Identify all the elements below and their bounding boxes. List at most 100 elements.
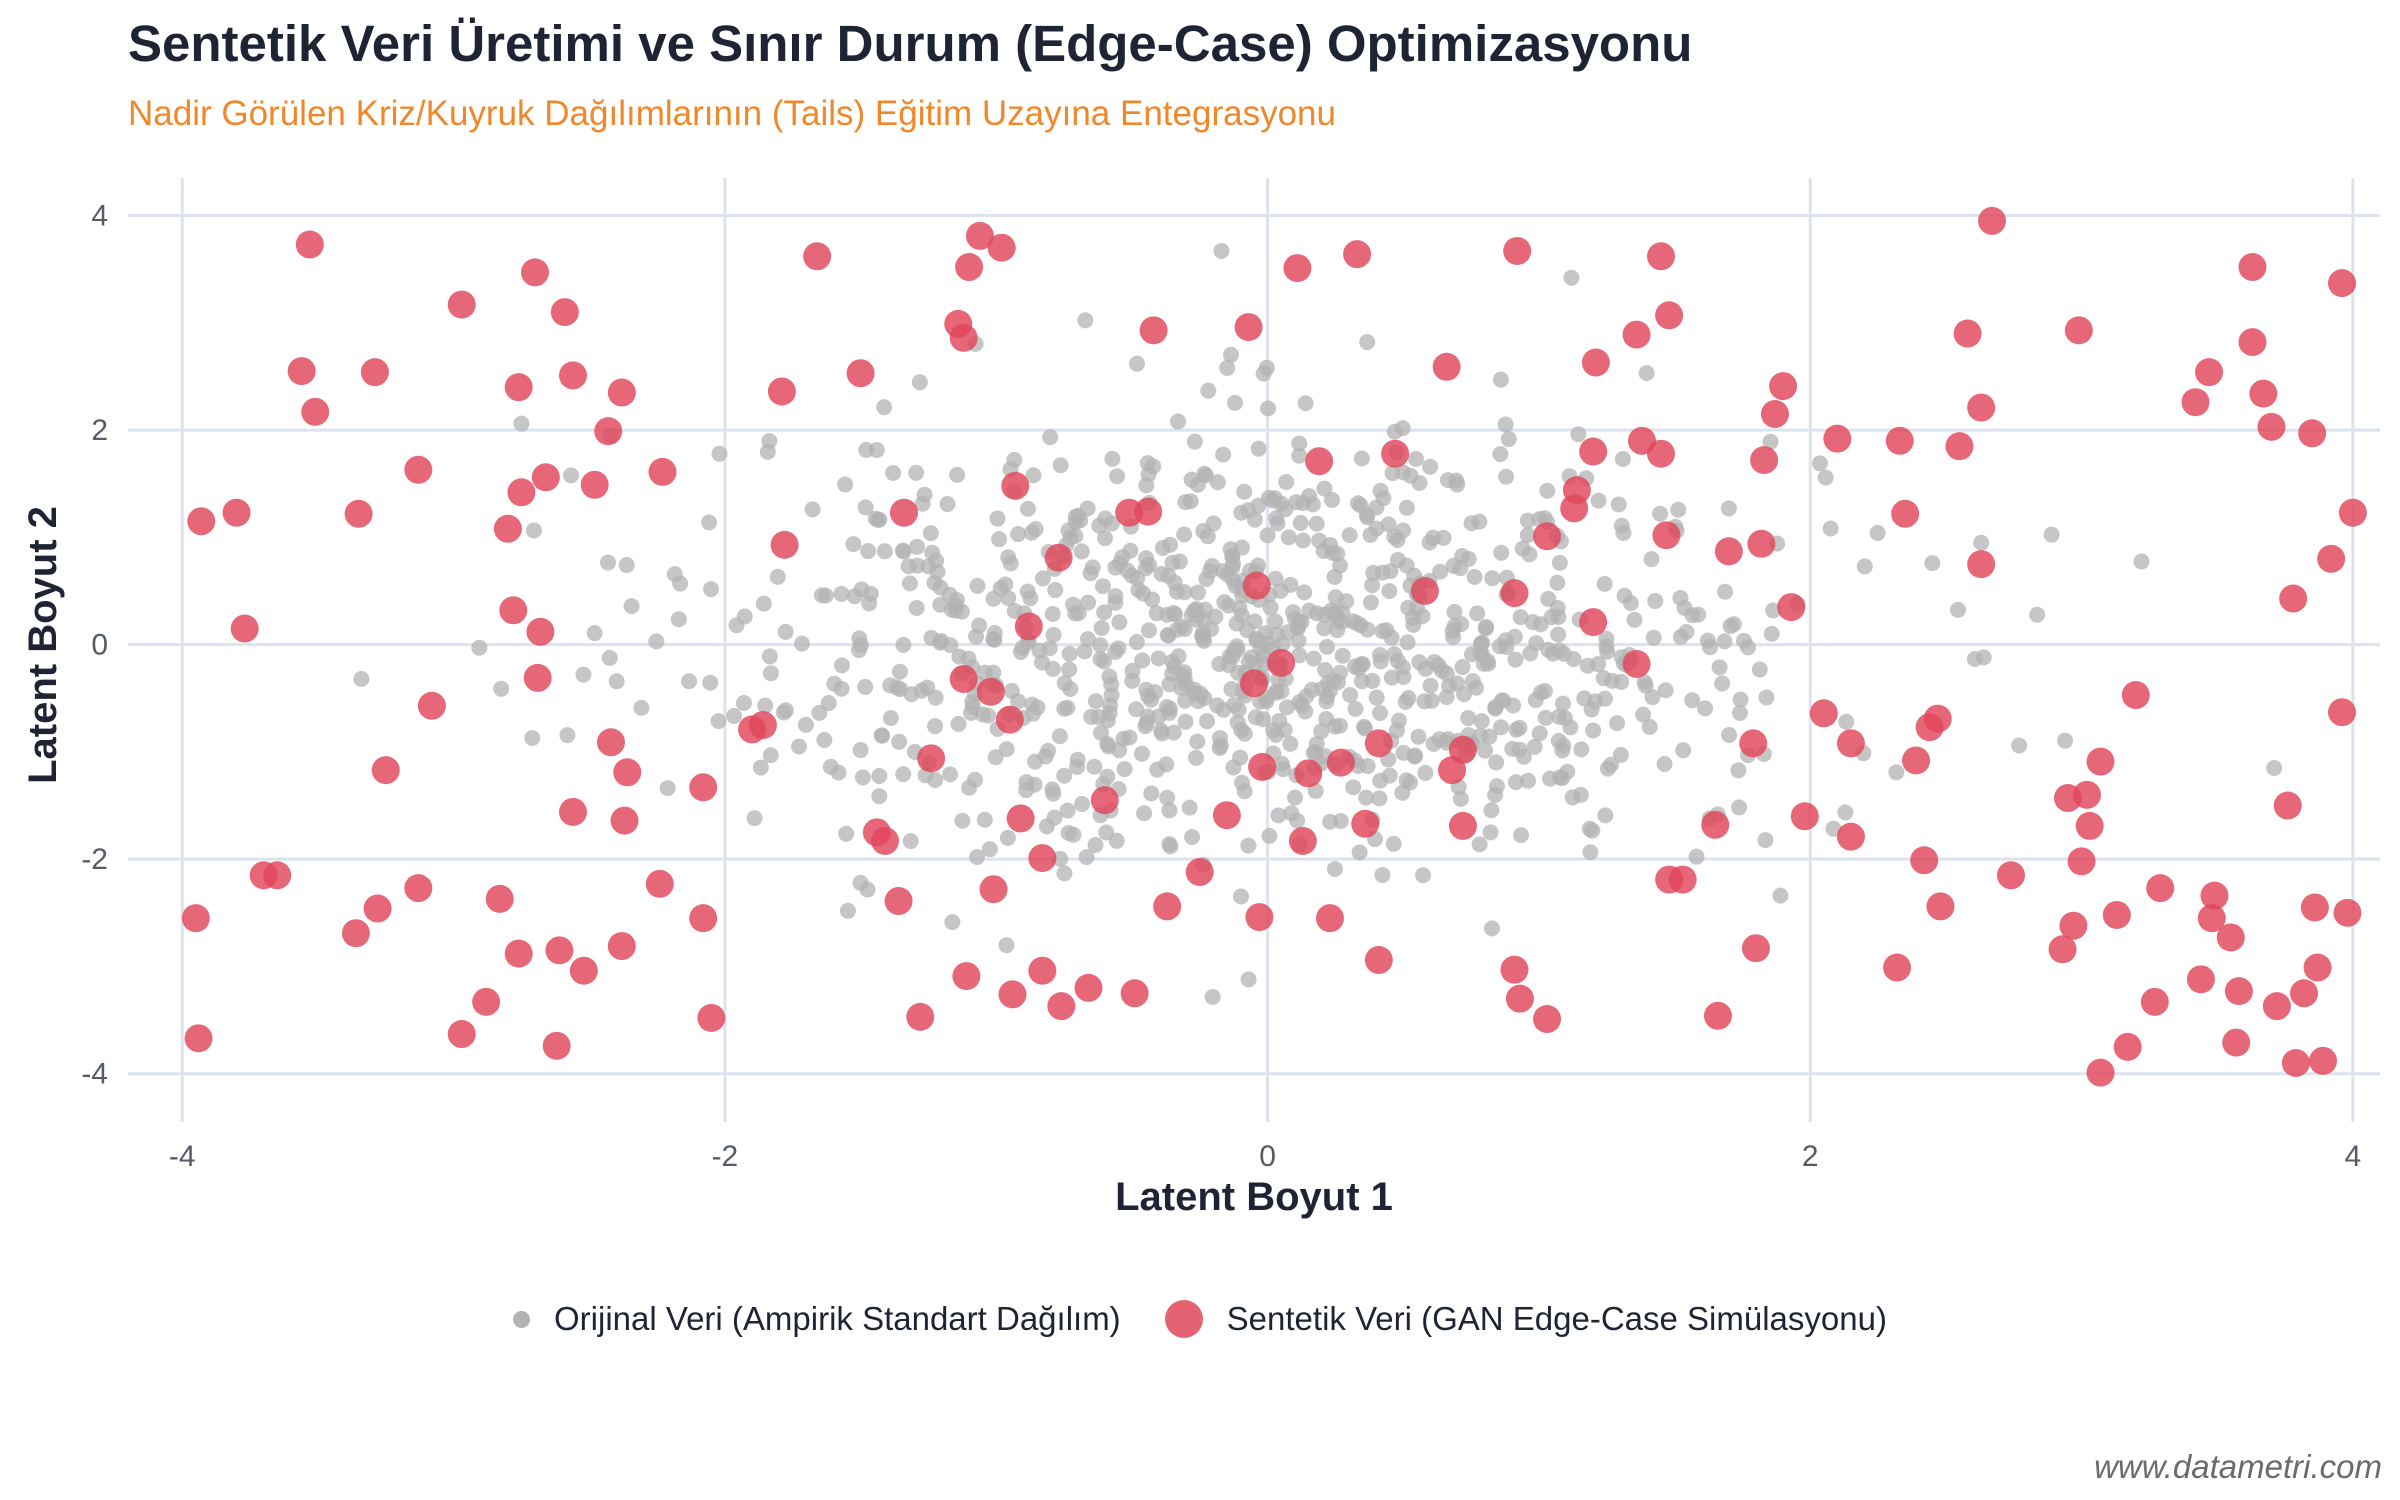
synthetic-point	[1777, 593, 1806, 622]
synthetic-point	[523, 663, 552, 692]
synthetic-point	[1923, 704, 1952, 733]
original-point	[1720, 500, 1737, 517]
original-point	[1165, 724, 1182, 741]
original-point	[1307, 782, 1324, 799]
original-point	[961, 779, 978, 796]
original-point	[659, 780, 676, 797]
original-point	[1045, 626, 1062, 643]
synthetic-point	[1652, 521, 1681, 550]
original-point	[1059, 802, 1076, 819]
synthetic-point	[507, 478, 536, 507]
original-point	[1181, 799, 1198, 816]
original-point	[1291, 647, 1308, 664]
synthetic-point	[531, 463, 560, 492]
synthetic-point	[504, 939, 533, 968]
synthetic-point	[2181, 388, 2210, 417]
synthetic-point	[417, 691, 446, 720]
synthetic-point	[1646, 242, 1675, 271]
original-point	[1103, 676, 1120, 693]
synthetic-point	[1533, 522, 1562, 551]
original-point	[998, 741, 1015, 758]
original-point	[1295, 532, 1312, 549]
original-point	[1121, 729, 1138, 746]
original-point	[1186, 433, 1203, 450]
original-point	[1394, 420, 1411, 437]
original-point	[1519, 772, 1536, 789]
original-point	[1468, 679, 1485, 696]
original-point	[1209, 697, 1226, 714]
original-point	[1512, 609, 1529, 626]
synthetic-point	[2279, 584, 2308, 613]
original-point	[813, 587, 830, 604]
synthetic-point	[1646, 439, 1675, 468]
synthetic-point	[1047, 992, 1076, 1021]
original-point	[601, 649, 618, 666]
original-point	[1207, 608, 1224, 625]
synthetic-point	[287, 357, 316, 386]
synthetic-point	[2300, 893, 2329, 922]
synthetic-point	[2086, 1058, 2115, 1087]
original-point	[1765, 602, 1782, 619]
original-point	[939, 496, 956, 513]
original-point	[726, 707, 743, 724]
original-point	[909, 557, 926, 574]
original-point	[1430, 657, 1447, 674]
original-point	[1078, 849, 1095, 866]
original-point	[1410, 728, 1427, 745]
original-point	[1138, 681, 1155, 698]
x-tick-label: 2	[1802, 1140, 1819, 1173]
synthetic-point	[1579, 608, 1608, 637]
original-point	[908, 538, 925, 555]
original-point	[1144, 591, 1161, 608]
x-tick-label: -4	[169, 1140, 196, 1173]
original-point	[868, 441, 885, 458]
synthetic-point	[550, 298, 579, 327]
synthetic-point	[184, 1024, 213, 1053]
original-point	[1454, 659, 1471, 676]
original-point	[1540, 590, 1557, 607]
original-point	[1250, 440, 1267, 457]
original-point	[762, 747, 779, 764]
original-point	[1062, 530, 1079, 547]
original-point	[1076, 643, 1093, 660]
original-point	[1323, 491, 1340, 508]
synthetic-point	[558, 361, 587, 390]
y-tick-label: 2	[91, 414, 108, 447]
synthetic-point	[889, 498, 918, 527]
synthetic-point	[2281, 1049, 2310, 1077]
original-point	[1398, 499, 1415, 516]
synthetic-point	[2303, 953, 2332, 982]
synthetic-point	[295, 230, 324, 259]
original-point	[1352, 497, 1369, 514]
original-point	[1614, 451, 1631, 468]
synthetic-point	[2146, 874, 2175, 903]
original-point	[871, 788, 888, 805]
original-point	[859, 881, 876, 898]
synthetic-point	[1248, 752, 1277, 781]
original-point	[901, 575, 918, 592]
original-point	[1838, 713, 1855, 730]
synthetic-point	[2290, 979, 2319, 1008]
original-point	[1077, 312, 1094, 329]
original-point	[1417, 660, 1434, 677]
synthetic-point	[949, 664, 978, 693]
synthetic-point	[2140, 987, 2169, 1016]
legend-label-synthetic: Sentetik Veri (GAN Edge-Case Simülasyonu…	[1226, 1300, 1887, 1337]
original-point	[1200, 382, 1217, 399]
synthetic-point	[1562, 476, 1591, 505]
y-tick-label: 4	[91, 200, 108, 233]
original-point	[1372, 704, 1389, 721]
original-point	[633, 699, 650, 716]
original-point	[1183, 606, 1200, 623]
synthetic-point	[2102, 900, 2131, 929]
original-point	[1500, 431, 1517, 448]
synthetic-point	[230, 614, 259, 643]
original-point	[1422, 677, 1439, 694]
original-point	[1111, 742, 1128, 759]
synthetic-point	[648, 457, 677, 486]
original-point	[1269, 515, 1286, 532]
original-point	[1511, 719, 1528, 736]
original-point	[1109, 468, 1126, 485]
synthetic-point	[499, 596, 528, 625]
original-point	[1453, 616, 1470, 633]
